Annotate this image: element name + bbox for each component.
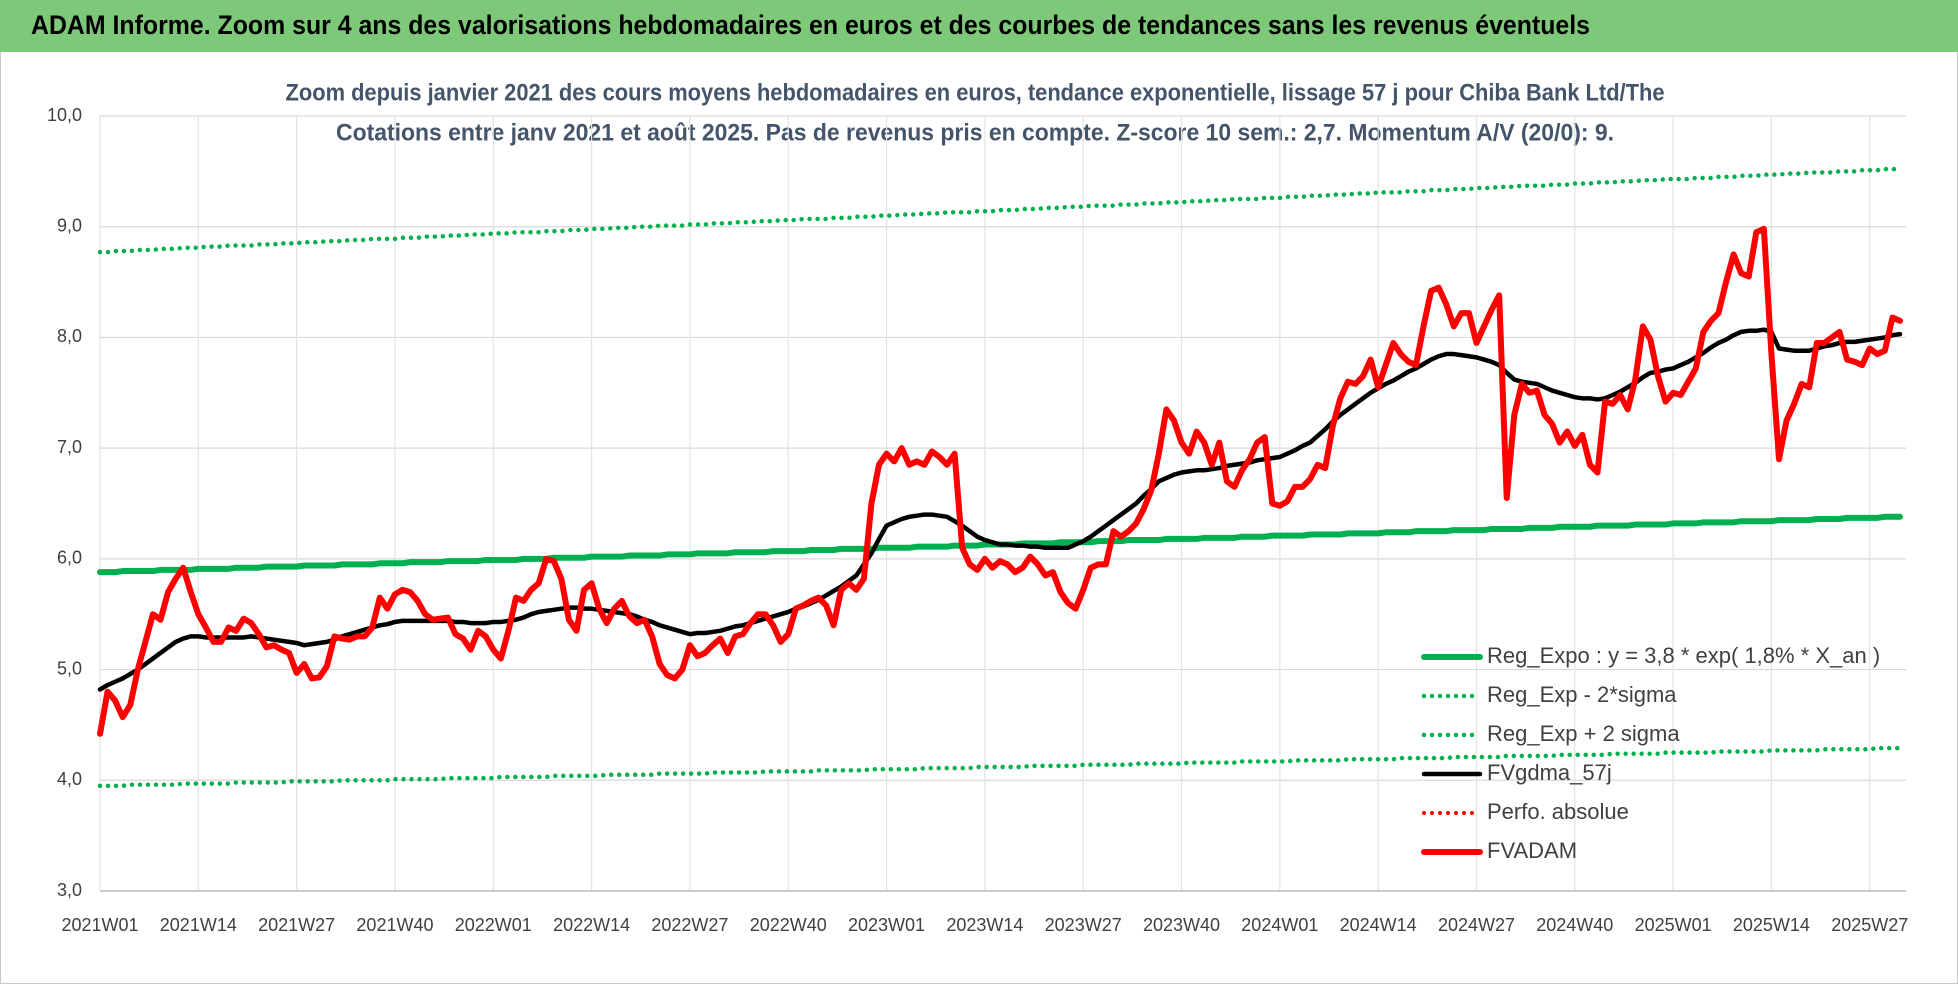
x-tick-label: 2023W40	[1143, 915, 1220, 935]
x-tick-label: 2025W01	[1635, 915, 1712, 935]
series-line	[97, 327, 1903, 692]
x-tick-label: 2023W14	[946, 915, 1023, 935]
y-tick-label: 5,0	[57, 658, 82, 678]
x-tick-label: 2025W27	[1831, 915, 1908, 935]
y-tick-label: 8,0	[57, 326, 82, 346]
y-tick-label: 6,0	[57, 548, 82, 568]
x-tick-label: 2021W01	[61, 915, 138, 935]
x-tick-label: 2021W40	[356, 915, 433, 935]
series-line	[97, 166, 1903, 255]
x-tick-label: 2025W14	[1733, 915, 1810, 935]
chart-title: Zoom depuis janvier 2021 des cours moyen…	[286, 79, 1665, 106]
series-line	[97, 745, 1903, 789]
legend-label: Reg_Expo : y = 3,8 * exp( 1,8% * X_an )	[1487, 643, 1880, 668]
legend-label: Reg_Exp - 2*sigma	[1487, 682, 1677, 707]
x-tick-label: 2022W01	[455, 915, 532, 935]
x-tick-label: 2022W14	[553, 915, 630, 935]
y-tick-label: 7,0	[57, 437, 82, 457]
y-tick-label: 3,0	[57, 880, 82, 900]
x-tick-label: 2023W01	[848, 915, 925, 935]
x-tick-label: 2022W40	[750, 915, 827, 935]
y-tick-label: 4,0	[57, 769, 82, 789]
chart-subtitle: Cotations entre janv 2021 et août 2025. …	[336, 119, 1614, 146]
x-tick-label: 2024W40	[1536, 915, 1613, 935]
header-bar	[0, 0, 1958, 52]
y-tick-label: 10,0	[47, 105, 82, 125]
x-tick-label: 2024W27	[1438, 915, 1515, 935]
legend-label: FVgdma_57j	[1487, 760, 1612, 785]
x-tick-label: 2021W27	[258, 915, 335, 935]
legend-label: FVADAM	[1487, 838, 1577, 863]
legend: Reg_Expo : y = 3,8 * exp( 1,8% * X_an ) R…	[1421, 643, 1880, 863]
x-tick-label: 2024W01	[1241, 915, 1318, 935]
grid: 3,0 4,0 5,0 6,0 7,0 8,0 9,0 10,0 2021W01 2021W14 2…	[47, 105, 1908, 935]
plot-lines	[97, 166, 1903, 789]
x-tick-label: 2021W14	[160, 915, 237, 935]
y-tick-label: 9,0	[57, 215, 82, 235]
x-tick-label: 2023W27	[1045, 915, 1122, 935]
x-tick-label: 2022W27	[651, 915, 728, 935]
legend-label: Perfo. absolue	[1487, 799, 1629, 824]
series-line	[97, 225, 1903, 737]
legend-label: Reg_Exp + 2 sigma	[1487, 721, 1680, 746]
header-title: ADAM Informe. Zoom sur 4 ans des valoris…	[31, 10, 1590, 40]
x-tick-label: 2024W14	[1340, 915, 1417, 935]
